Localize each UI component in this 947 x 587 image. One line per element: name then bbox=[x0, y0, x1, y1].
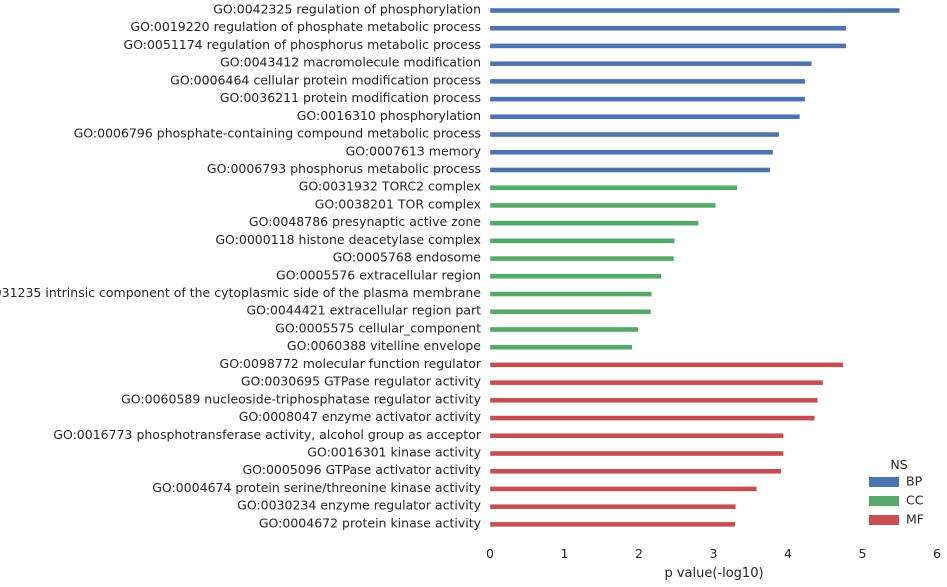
x-tick-label-1: 1 bbox=[561, 546, 569, 561]
x-tick-label-3: 3 bbox=[710, 546, 718, 561]
bar-13 bbox=[489, 238, 675, 244]
bar-18 bbox=[489, 326, 639, 333]
bar-25 bbox=[489, 450, 784, 457]
category-label-28: GO:0030234 enzyme regulator activity bbox=[237, 498, 481, 513]
bar-9 bbox=[489, 167, 771, 173]
bar-27 bbox=[489, 486, 757, 492]
category-label-27: GO:0004674 protein serine/threonine kina… bbox=[152, 480, 481, 495]
legend: NS BP CC MF bbox=[869, 457, 924, 527]
category-label-21: GO:0030695 GTPase regulator activity bbox=[241, 374, 482, 389]
category-label-22: GO:0060589 nucleoside-triphosphatase reg… bbox=[121, 391, 481, 406]
bar-17 bbox=[489, 309, 652, 315]
bar-0 bbox=[489, 7, 900, 14]
category-label-14: GO:0005768 endosome bbox=[333, 250, 482, 265]
category-label-13: GO:0000118 histone deacetylase complex bbox=[215, 232, 481, 247]
bars-group bbox=[489, 7, 900, 528]
bar-11 bbox=[489, 202, 716, 209]
x-axis-title: p value(-log10) bbox=[664, 566, 763, 581]
bar-7 bbox=[489, 131, 780, 138]
legend-label-mf: MF bbox=[906, 512, 924, 527]
bar-14 bbox=[489, 255, 675, 262]
bar-12 bbox=[489, 220, 699, 226]
category-label-11: GO:0038201 TOR complex bbox=[315, 196, 481, 211]
bar-2 bbox=[489, 43, 847, 49]
legend-label-bp: BP bbox=[906, 474, 923, 489]
bar-15 bbox=[489, 273, 662, 279]
bar-6 bbox=[489, 114, 801, 120]
bar-24 bbox=[489, 433, 784, 439]
x-tick-label-6: 6 bbox=[933, 546, 941, 561]
bar-26 bbox=[489, 468, 782, 474]
category-label-8: GO:0007613 memory bbox=[346, 143, 482, 158]
category-label-12: GO:0048786 presynaptic active zone bbox=[249, 214, 481, 229]
category-label-29: GO:0004672 protein kinase activity bbox=[259, 515, 482, 530]
bar-4 bbox=[489, 78, 806, 85]
category-label-3: GO:0043412 macromolecule modification bbox=[220, 55, 481, 70]
category-label-0: GO:0042325 regulation of phosphorylation bbox=[213, 2, 481, 17]
category-labels-group: GO:0042325 regulation of phosphorylation… bbox=[0, 2, 482, 531]
category-label-17: GO:0044421 extracellular region part bbox=[246, 303, 481, 318]
bar-19 bbox=[489, 344, 633, 350]
category-label-10: GO:0031932 TORC2 complex bbox=[299, 179, 481, 194]
legend-label-cc: CC bbox=[906, 493, 924, 508]
category-label-20: GO:0098772 molecular function regulator bbox=[220, 356, 482, 371]
category-label-5: GO:0036211 protein modification process bbox=[220, 90, 481, 105]
legend-swatch-bp bbox=[869, 477, 899, 487]
category-label-15: GO:0005576 extracellular region bbox=[276, 267, 481, 282]
category-label-19: GO:0060388 vitelline envelope bbox=[287, 338, 481, 353]
x-tick-label-4: 4 bbox=[784, 546, 792, 561]
category-label-25: GO:0016301 kinase activity bbox=[307, 445, 481, 460]
category-label-24: GO:0016773 phosphotransferase activity, … bbox=[53, 427, 482, 442]
legend-title: NS bbox=[890, 457, 907, 472]
legend-swatch-cc bbox=[869, 496, 899, 506]
x-tick-label-5: 5 bbox=[859, 546, 867, 561]
category-label-2: GO:0051174 regulation of phosphorus meta… bbox=[123, 37, 481, 52]
bar-1 bbox=[489, 25, 847, 31]
category-label-18: GO:0005575 cellular_component bbox=[275, 320, 481, 335]
bar-29 bbox=[489, 521, 736, 528]
bar-28 bbox=[489, 503, 737, 510]
bar-3 bbox=[489, 60, 813, 67]
category-label-16: GO:0031235 intrinsic component of the cy… bbox=[0, 285, 481, 300]
x-tick-label-2: 2 bbox=[635, 546, 643, 561]
bar-16 bbox=[489, 291, 652, 297]
x-axis-ticks-group: 0 1 2 3 4 5 6 bbox=[486, 546, 941, 561]
category-label-9: GO:0006793 phosphorus metabolic process bbox=[207, 161, 481, 176]
x-tick-label-0: 0 bbox=[486, 546, 494, 561]
bar-22 bbox=[489, 397, 818, 404]
bar-10 bbox=[489, 184, 738, 191]
bar-23 bbox=[489, 415, 816, 421]
bar-20 bbox=[489, 362, 844, 368]
legend-swatch-mf bbox=[869, 515, 899, 525]
category-label-1: GO:0019220 regulation of phosphate metab… bbox=[130, 19, 481, 34]
category-label-6: GO:0016310 phosphorylation bbox=[297, 108, 481, 123]
category-label-26: GO:0005096 GTPase activator activity bbox=[242, 462, 481, 477]
bar-21 bbox=[489, 379, 824, 386]
category-label-7: GO:0006796 phosphate-containing compound… bbox=[74, 126, 481, 141]
bar-5 bbox=[489, 96, 806, 102]
category-label-23: GO:0008047 enzyme activator activity bbox=[239, 409, 482, 424]
bar-8 bbox=[489, 149, 774, 155]
category-label-4: GO:0006464 cellular protein modification… bbox=[170, 72, 481, 87]
